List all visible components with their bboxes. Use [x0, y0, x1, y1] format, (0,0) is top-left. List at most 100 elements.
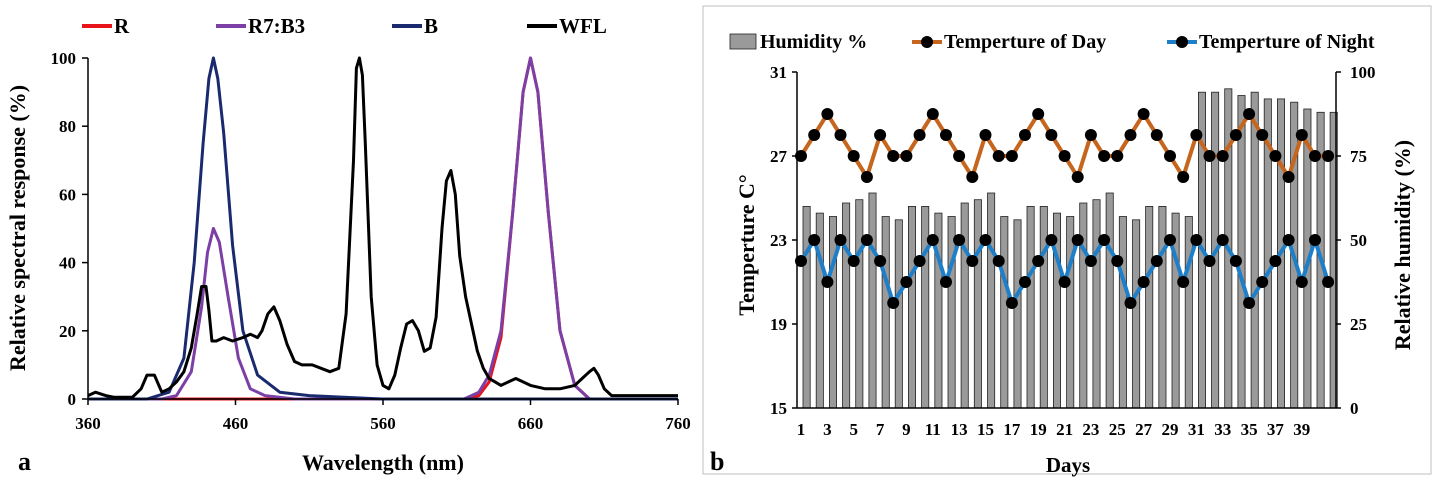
marker-temperture-of-day [1019, 129, 1031, 141]
x-tick-label-b: 19 [1030, 420, 1047, 439]
marker-temperture-of-day [1032, 108, 1045, 120]
x-ticks-b: 1 3 5 7 9 11 13 15 17 19 21 23 25 27 29 31 33 35 37 39 [797, 420, 1311, 439]
legend-label: WFL [559, 14, 607, 38]
marker-temperture-of-day [874, 129, 887, 141]
y-axis-label-b-right: Relative humidity (%) [1390, 140, 1415, 350]
marker-temperture-of-night [1322, 276, 1335, 288]
y-tick-label-a: 0 [68, 390, 77, 409]
marker-temperture-of-day [1058, 150, 1071, 162]
marker-temperture-of-day [1256, 129, 1269, 141]
x-tick-label-b: 29 [1161, 420, 1178, 439]
marker-temperture-of-day [1190, 129, 1203, 141]
legend-item-b: B [392, 14, 438, 38]
marker-temperture-of-day [1071, 171, 1084, 183]
humidity-bar [1118, 216, 1127, 409]
marker-temperture-of-night [1032, 255, 1045, 267]
marker-temperture-of-day [1084, 129, 1097, 141]
series-line-r [88, 56, 678, 401]
y-tick-label-b: 19 [770, 315, 787, 334]
plot-area-a [88, 58, 678, 399]
x-tick-label-b: 37 [1267, 420, 1285, 439]
marker-temperture-of-night [860, 234, 873, 246]
marker-temperture-of-night [1243, 297, 1256, 309]
marker-temperture-of-day [1269, 150, 1282, 162]
marker-temperture-of-night [940, 276, 952, 288]
humidity-bar [1132, 219, 1141, 409]
marker-temperture-of-night [1005, 297, 1018, 309]
legend-label: B [424, 14, 438, 38]
x-ticks-a: 360 460 560 660 760 [75, 399, 691, 433]
marker-temperture-of-night [1269, 255, 1282, 267]
marker-temperture-of-night [1295, 276, 1308, 288]
legend-item-r7-b3: R7:B3 [216, 14, 305, 38]
x-tick-label-b: 5 [849, 420, 858, 439]
x-tick-label-a: 460 [223, 414, 249, 433]
x-tick-label-b: 13 [951, 420, 968, 439]
marker-temperture-of-night [795, 255, 807, 267]
marker-temperture-of-night [1164, 234, 1176, 246]
x-tick-label-b: 21 [1056, 420, 1073, 439]
humidity-bar [1079, 202, 1088, 409]
marker-temperture-of-night [1177, 276, 1190, 288]
humidity-bar [894, 219, 903, 409]
marker-temperture-of-day [992, 150, 1005, 162]
marker-temperture-of-day [821, 108, 834, 120]
marker-temperture-of-night [1058, 276, 1071, 288]
marker-temperture-of-day [808, 129, 821, 141]
marker-temperture-of-night [808, 234, 821, 246]
humidity-bar [908, 205, 917, 409]
y-tick-label-a: 80 [59, 117, 76, 136]
marker-temperture-of-day [1164, 150, 1176, 162]
x-tick-label-a: 360 [75, 414, 101, 433]
marker-temperture-of-night [1216, 234, 1229, 246]
series-line-b [88, 56, 678, 401]
marker-temperture-of-night [847, 255, 860, 267]
y-ticks-a: 0 20 40 60 80 100 [51, 49, 88, 409]
legend-b: Humidity % Temperture of Day Temperture of… [729, 31, 1375, 53]
y-tick-label-a: 60 [59, 185, 76, 204]
y2-tick-label-b: 25 [1350, 315, 1367, 334]
x-tick-label-b: 11 [925, 420, 941, 439]
marker-temperture-of-day [979, 129, 992, 141]
marker-temperture-of-day [1309, 150, 1321, 162]
marker-temperture-of-night [1282, 234, 1295, 246]
marker-temperture-of-night [1124, 297, 1137, 309]
y-ticks-b-left: 15 19 23 27 31 [770, 63, 797, 418]
x-tick-label-b: 9 [902, 420, 911, 439]
marker-temperture-of-night [1111, 255, 1124, 267]
y-tick-label-a: 40 [59, 254, 76, 273]
marker-temperture-of-night [1256, 276, 1269, 288]
marker-temperture-of-night [979, 234, 992, 246]
humidity-bar [1000, 216, 1009, 409]
x-tick-label-a: 560 [370, 414, 396, 433]
marker-temperture-of-day [1005, 150, 1018, 162]
legend-label: R7:B3 [248, 14, 305, 38]
marker-temperture-of-day [1124, 129, 1137, 141]
marker-temperture-of-day [887, 150, 900, 162]
humidity-bar [1013, 219, 1022, 409]
marker-temperture-of-night [966, 255, 979, 267]
marker-temperture-of-day [953, 150, 966, 162]
marker-temperture-of-night [992, 255, 1005, 267]
humidity-bar [973, 199, 982, 409]
marker-temperture-of-night [887, 297, 900, 309]
marker-temperture-of-night [900, 276, 913, 288]
marker-temperture-of-day [860, 171, 873, 183]
humidity-bar [960, 202, 969, 409]
legend-swatch [729, 33, 757, 50]
humidity-bar [1237, 95, 1246, 409]
marker-temperture-of-night [1071, 234, 1084, 246]
marker-temperture-of-night [1229, 255, 1242, 267]
marker-temperture-of-day [1177, 171, 1190, 183]
marker-temperture-of-night [1019, 276, 1031, 288]
humidity-bar [1105, 192, 1114, 409]
series-line-temperture-of-night [799, 238, 1331, 305]
marker-temperture-of-day [1203, 150, 1216, 162]
x-tick-label-b: 17 [1003, 420, 1021, 439]
marker-temperture-of-day [926, 108, 939, 120]
humidity-bar [1039, 205, 1048, 409]
humidity-bar [1158, 205, 1167, 409]
marker-temperture-of-night [821, 276, 834, 288]
x-tick-label-a: 760 [665, 414, 691, 433]
humidity-bar [881, 216, 890, 409]
